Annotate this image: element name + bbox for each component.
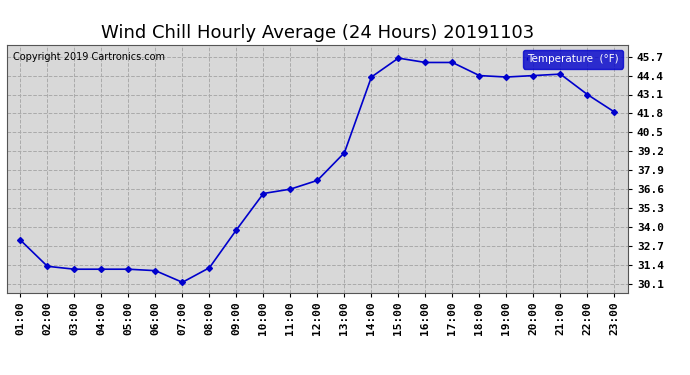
Legend: Temperature  (°F): Temperature (°F) bbox=[523, 50, 622, 69]
Text: Copyright 2019 Cartronics.com: Copyright 2019 Cartronics.com bbox=[13, 53, 165, 62]
Title: Wind Chill Hourly Average (24 Hours) 20191103: Wind Chill Hourly Average (24 Hours) 201… bbox=[101, 24, 534, 42]
